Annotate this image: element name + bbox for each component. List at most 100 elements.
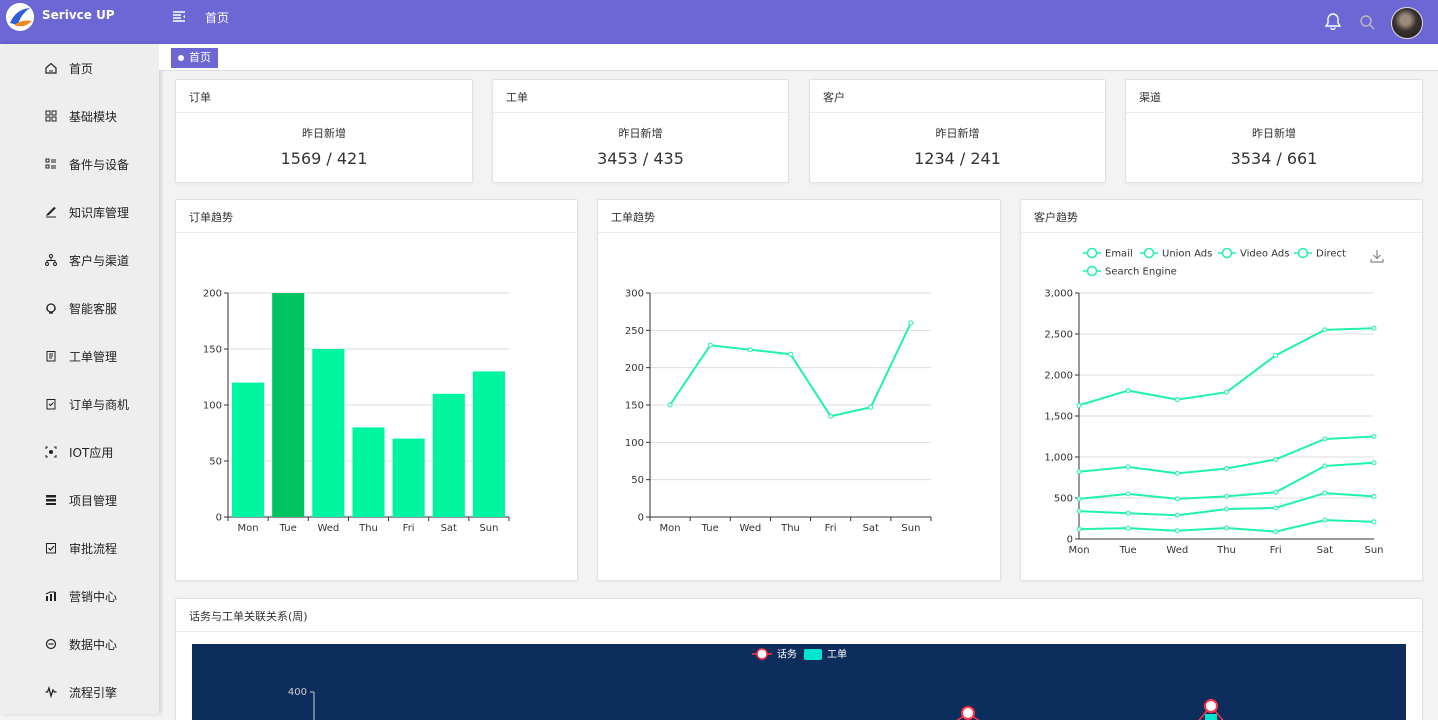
point-thu	[788, 351, 793, 357]
series-point	[1076, 402, 1082, 408]
call-point	[1204, 699, 1218, 713]
user-avatar[interactable]	[1391, 7, 1423, 39]
bar-fri	[392, 438, 425, 517]
x-tick-label: Fri	[1270, 545, 1282, 556]
series-point	[1371, 325, 1377, 331]
clipboard-icon	[46, 351, 56, 362]
y-tick-label: 1,500	[1044, 412, 1073, 423]
series-point	[1371, 460, 1377, 466]
stat-value: 3453 / 435	[597, 149, 684, 168]
data-icon	[45, 638, 57, 650]
customer-trend-chart: 0 500 1,000 1,500 2,000 2,500 3,000 Mon Tue Wed Th…	[1044, 247, 1384, 556]
x-tick-label: Sat	[1317, 545, 1333, 556]
series-point	[1371, 519, 1377, 525]
x-tick-label: Sun	[901, 523, 920, 534]
marketing-icon	[45, 591, 56, 601]
y-tick-label: 2,500	[1044, 330, 1073, 341]
sidebar-item-flow-engine[interactable]: 流程引擎	[0, 668, 159, 716]
y-tick-label: 500	[1054, 494, 1073, 505]
series-point	[1125, 464, 1131, 470]
point-sat	[868, 404, 874, 410]
header-title: 首页	[205, 11, 230, 25]
sidebar-item-marketing[interactable]: 营销中心	[0, 572, 159, 620]
top-bar: Serivce UP 首页	[0, 0, 1438, 44]
ticket-trend-chart: 0 50 100 150 200 250 300 Mon Tue Wed Thu Fri Sat Sun	[625, 289, 932, 534]
y-tick-label: 50	[209, 457, 222, 468]
stat-subtitle: 昨日新增	[302, 127, 346, 140]
list-icon	[45, 158, 56, 169]
relation-card: 话务与工单关联关系(周) 话务 工单 400	[175, 598, 1423, 720]
series-point	[1371, 493, 1377, 499]
card-title: 订单	[176, 80, 472, 113]
notification-bell-icon[interactable]	[1324, 12, 1342, 31]
order-icon	[46, 399, 56, 410]
series-point	[1273, 352, 1279, 358]
ticket-bar	[1205, 714, 1217, 720]
x-tick-label: Thu	[780, 523, 800, 534]
tab-home[interactable]: 首页	[171, 48, 218, 68]
stat-value: 1234 / 241	[914, 149, 1001, 168]
series-point	[1273, 505, 1279, 511]
series-point	[1371, 434, 1377, 439]
sidebar-item-knowledge-base[interactable]: 知识库管理	[0, 188, 159, 236]
sidebar-item-data-center[interactable]: 数据中心	[0, 620, 159, 668]
x-tick-label: Thu	[1216, 545, 1236, 556]
x-tick-label: Wed	[317, 523, 339, 534]
series-point	[1174, 397, 1180, 403]
y-tick-label: 250	[625, 326, 644, 337]
sidebar-item-label: 客户与渠道	[69, 253, 130, 268]
y-tick-label: 100	[625, 438, 644, 449]
stat-card-orders: 订单 昨日新增 1569 / 421	[175, 79, 473, 183]
sidebar-item-project-management[interactable]: 项目管理	[0, 476, 159, 524]
legend-marker	[804, 649, 822, 660]
app-logo[interactable]	[6, 3, 34, 31]
x-tick-label: Tue	[279, 523, 297, 534]
stat-value: 3534 / 661	[1230, 149, 1318, 168]
sidebar-item-smart-service[interactable]: 智能客服	[0, 284, 159, 332]
sidebar-item-customers-channels[interactable]: 客户与渠道	[0, 236, 159, 284]
sidebar-item-approval-flow[interactable]: 审批流程	[0, 524, 159, 572]
sidebar-item-label: 工单管理	[69, 349, 118, 364]
point-sun	[908, 320, 914, 326]
pen-icon	[46, 207, 56, 218]
series-point	[1076, 469, 1082, 475]
flow-icon	[45, 686, 57, 698]
sidebar-item-iot[interactable]: IOT应用	[0, 428, 159, 476]
x-tick-label: Mon	[660, 523, 681, 534]
series-point	[1322, 517, 1328, 523]
sidebar-item-label: 订单与商机	[69, 397, 130, 412]
sidebar-item-label: IOT应用	[69, 445, 114, 460]
legend-marker	[1086, 265, 1098, 277]
download-icon[interactable]	[1370, 250, 1384, 263]
call-point	[961, 706, 975, 720]
sidebar-item-parts-equipment[interactable]: 备件与设备	[0, 140, 159, 188]
menu-toggle-icon[interactable]	[171, 9, 187, 25]
y-tick-label: 200	[625, 363, 644, 374]
sidebar-item-label: 首页	[69, 61, 94, 76]
series-point	[1174, 496, 1180, 502]
legend-label: 工单	[827, 649, 847, 661]
search-icon[interactable]	[1359, 14, 1375, 30]
bar-wed	[312, 349, 345, 517]
legend-label: Union Ads	[1162, 249, 1212, 260]
sidebar-item-label: 项目管理	[69, 493, 118, 508]
sidebar-item-home[interactable]: 首页	[0, 44, 159, 92]
y-tick-label: 3,000	[1044, 289, 1073, 300]
x-tick-label: Mon	[238, 523, 259, 534]
sidebar-item-ticket-management[interactable]: 工单管理	[0, 332, 159, 380]
legend-marker	[1221, 247, 1233, 259]
x-tick-label: Fri	[825, 523, 837, 534]
legend-marker	[1143, 247, 1155, 259]
card-title: 工单趋势	[598, 200, 1000, 233]
series-point	[1125, 491, 1131, 497]
series-point	[1125, 388, 1131, 394]
point-tue	[707, 342, 713, 348]
sidebar-item-orders-opportunities[interactable]: 订单与商机	[0, 380, 159, 428]
sidebar-item-basic-modules[interactable]: 基础模块	[0, 92, 159, 140]
point-wed	[747, 347, 753, 353]
y-tick-label: 0	[216, 513, 222, 524]
card-title: 订单趋势	[176, 200, 577, 233]
sidebar-item-label: 备件与设备	[69, 157, 130, 172]
bar-sun	[472, 371, 505, 517]
series-point	[1273, 456, 1279, 462]
